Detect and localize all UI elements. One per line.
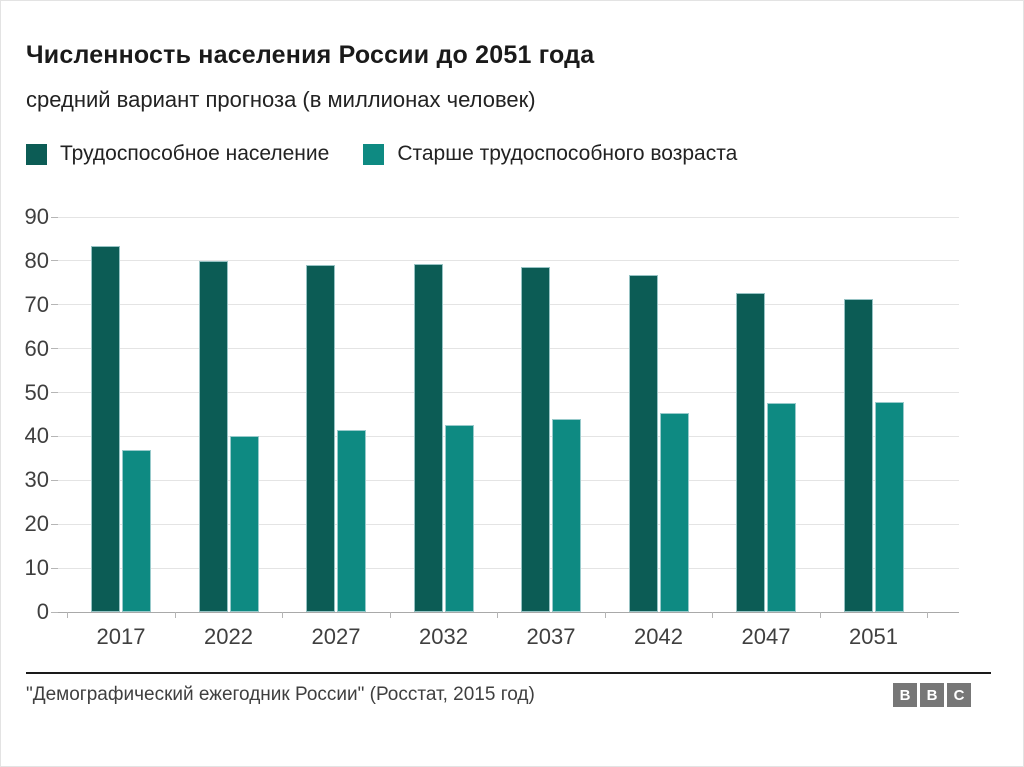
gridline (58, 479, 959, 481)
bar-older-age-2022 (229, 436, 259, 612)
bar-working-age-2022 (198, 260, 228, 612)
bar-working-age-2037 (521, 267, 550, 612)
y-axis-tick (51, 435, 58, 437)
bar-working-age-2017 (91, 246, 120, 612)
y-axis-label: 40 (24, 423, 49, 449)
x-axis-label-2027: 2027 (311, 624, 361, 649)
gridline (58, 260, 959, 262)
y-axis-tick (51, 260, 58, 262)
x-axis-tick (497, 612, 499, 618)
y-axis-label: 20 (24, 511, 49, 537)
bar-working-age-2027 (306, 265, 335, 612)
y-axis-label: 30 (24, 467, 49, 493)
x-axis-tick (282, 612, 284, 618)
y-axis-tick (51, 216, 58, 218)
x-axis-tick (604, 612, 606, 618)
gridline (58, 567, 959, 569)
bbc-logo: B B C (893, 683, 971, 707)
x-axis-tick (67, 612, 69, 618)
bar-working-age-2047 (736, 292, 765, 612)
chart-title: Численность населения России до 2051 год… (26, 41, 595, 69)
gridline (58, 216, 959, 218)
x-axis-label-2047: 2047 (741, 624, 791, 649)
x-axis-tick (174, 612, 176, 618)
gridline (58, 348, 959, 350)
bbc-logo-letter-b2: B (920, 683, 944, 707)
y-axis-label: 50 (24, 379, 49, 405)
x-axis-label-2017: 2017 (96, 624, 146, 649)
x-axis-label-2042: 2042 (634, 624, 683, 649)
bar-older-age-2032 (444, 425, 474, 612)
y-axis-tick (51, 479, 58, 481)
source-text: "Демографический ежегодник России" (Росс… (26, 684, 535, 705)
y-axis-label: 0 (36, 599, 49, 624)
gridline (58, 523, 959, 525)
chart-subtitle: средний вариант прогноза (в миллионах че… (26, 87, 536, 112)
bar-older-age-2042 (659, 412, 689, 612)
legend-label-older-age: Старше трудоспособного возраста (397, 142, 738, 165)
x-axis-tick (712, 612, 714, 618)
bar-working-age-2051 (843, 298, 873, 612)
x-axis-label-2037: 2037 (526, 624, 576, 649)
legend-swatch-older-age-icon (363, 143, 385, 165)
gridline (58, 392, 959, 394)
y-axis-label: 60 (24, 335, 49, 361)
chart-legend: Трудоспособное население Старше трудоспо… (26, 142, 737, 166)
y-axis-tick (51, 611, 58, 613)
bar-working-age-2042 (628, 275, 658, 612)
gridline (58, 304, 959, 306)
bar-older-age-2051 (874, 402, 904, 612)
bar-older-age-2027 (337, 430, 366, 612)
bar-older-age-2047 (767, 402, 796, 612)
y-axis-tick (51, 348, 58, 350)
bbc-logo-letter-c: C (947, 683, 971, 707)
bbc-logo-letter-b1: B (893, 683, 917, 707)
bar-older-age-2037 (552, 418, 581, 612)
x-axis-label-2032: 2032 (419, 624, 468, 649)
legend-label-working-age: Трудоспособное население (60, 142, 330, 165)
gridline (58, 435, 959, 437)
y-axis-tick (51, 304, 58, 306)
y-axis-label: 10 (24, 555, 49, 581)
legend-swatch-working-age-icon (26, 143, 47, 165)
y-axis-tick (51, 567, 58, 569)
x-axis-label-2022: 2022 (204, 624, 253, 649)
x-axis-tick (819, 612, 821, 618)
y-axis-label: 80 (24, 247, 49, 273)
x-axis-line (58, 611, 959, 613)
x-axis-label-2051: 2051 (849, 624, 898, 649)
footer-divider (26, 672, 991, 674)
y-axis-label: 70 (24, 291, 49, 317)
y-axis-tick (51, 523, 58, 525)
x-axis-tick (389, 612, 391, 618)
y-axis-label: 90 (24, 204, 49, 229)
legend-item-older-age: Старше трудоспособного возраста (363, 142, 737, 166)
bar-older-age-2017 (122, 450, 151, 612)
legend-item-working-age: Трудоспособное население (26, 142, 329, 166)
x-axis-tick (927, 612, 929, 618)
bar-working-age-2032 (413, 263, 443, 612)
y-axis-tick (51, 392, 58, 394)
plot-area: 0 10 20 30 40 50 60 70 80 90 2017 2022 2027 2032 2037 2… (25, 206, 959, 649)
